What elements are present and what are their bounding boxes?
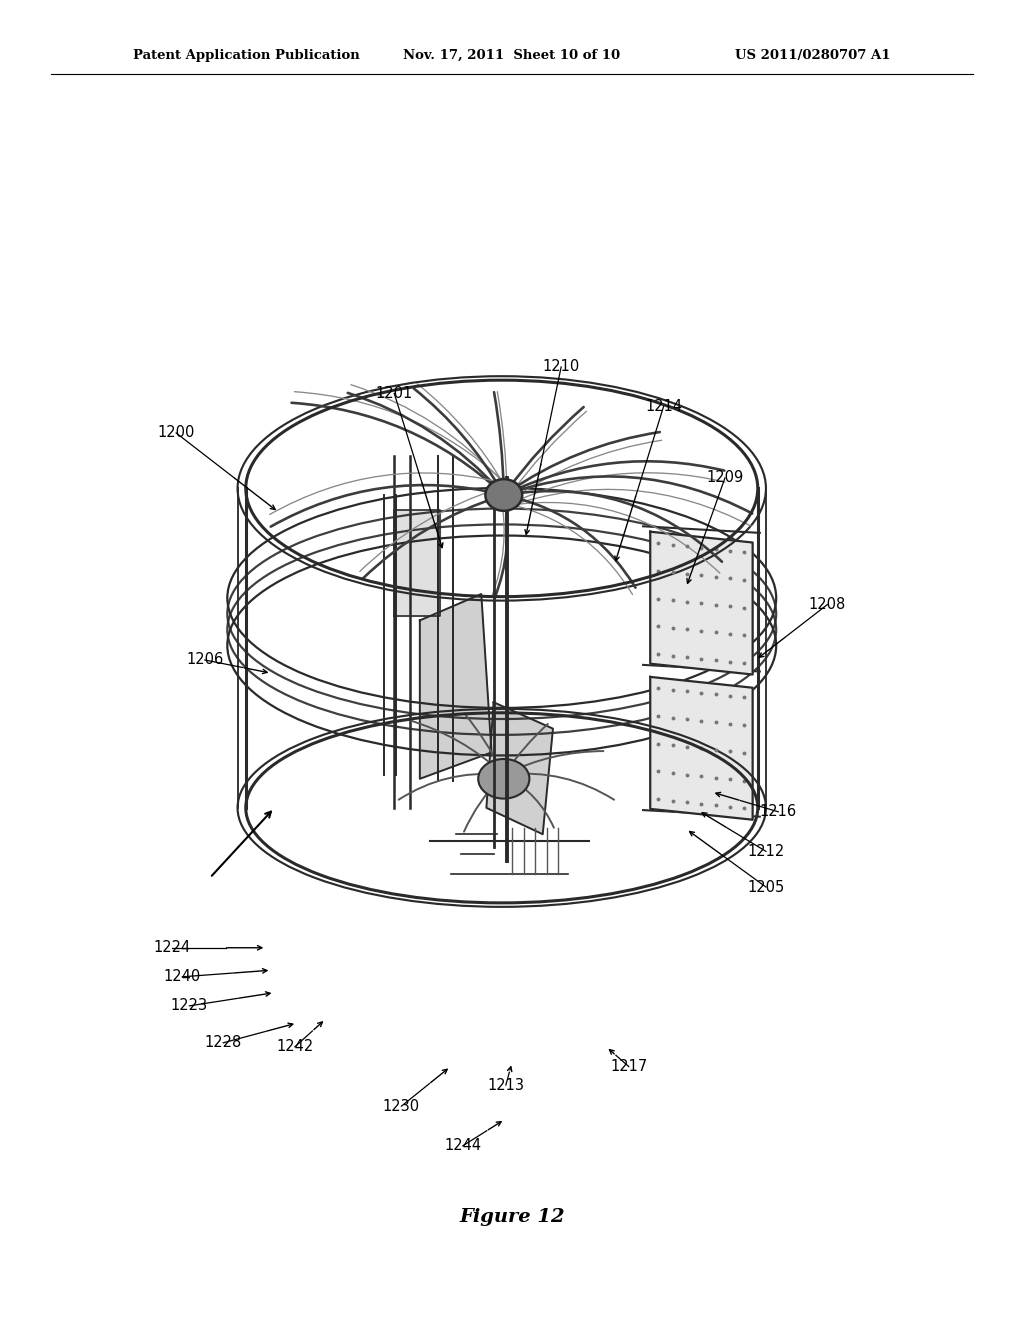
- Text: 1213: 1213: [487, 1077, 524, 1093]
- Polygon shape: [650, 532, 753, 675]
- Text: Nov. 17, 2011  Sheet 10 of 10: Nov. 17, 2011 Sheet 10 of 10: [403, 49, 621, 62]
- Text: 1200: 1200: [158, 425, 195, 441]
- Text: 1205: 1205: [748, 879, 784, 895]
- Text: 1201: 1201: [376, 385, 413, 401]
- Text: 1223: 1223: [171, 998, 208, 1014]
- Polygon shape: [420, 594, 492, 779]
- Polygon shape: [650, 677, 753, 820]
- Text: 1214: 1214: [645, 399, 682, 414]
- Text: 1224: 1224: [154, 940, 190, 956]
- Text: 1209: 1209: [707, 470, 743, 486]
- Text: 1217: 1217: [610, 1059, 647, 1074]
- Text: 1230: 1230: [383, 1098, 420, 1114]
- Text: 1242: 1242: [276, 1039, 313, 1055]
- Ellipse shape: [485, 479, 522, 511]
- Polygon shape: [394, 510, 440, 615]
- Text: Patent Application Publication: Patent Application Publication: [133, 49, 359, 62]
- Text: 1244: 1244: [444, 1138, 481, 1154]
- Text: Figure 12: Figure 12: [459, 1208, 565, 1226]
- Text: 1206: 1206: [186, 652, 223, 668]
- Text: 1208: 1208: [809, 597, 846, 612]
- Polygon shape: [486, 702, 553, 834]
- Ellipse shape: [478, 759, 529, 799]
- Text: 1210: 1210: [543, 359, 580, 375]
- Text: 1240: 1240: [164, 969, 201, 985]
- Text: US 2011/0280707 A1: US 2011/0280707 A1: [735, 49, 891, 62]
- Text: 1216: 1216: [760, 804, 797, 820]
- Text: 1228: 1228: [205, 1035, 242, 1051]
- Text: 1212: 1212: [748, 843, 784, 859]
